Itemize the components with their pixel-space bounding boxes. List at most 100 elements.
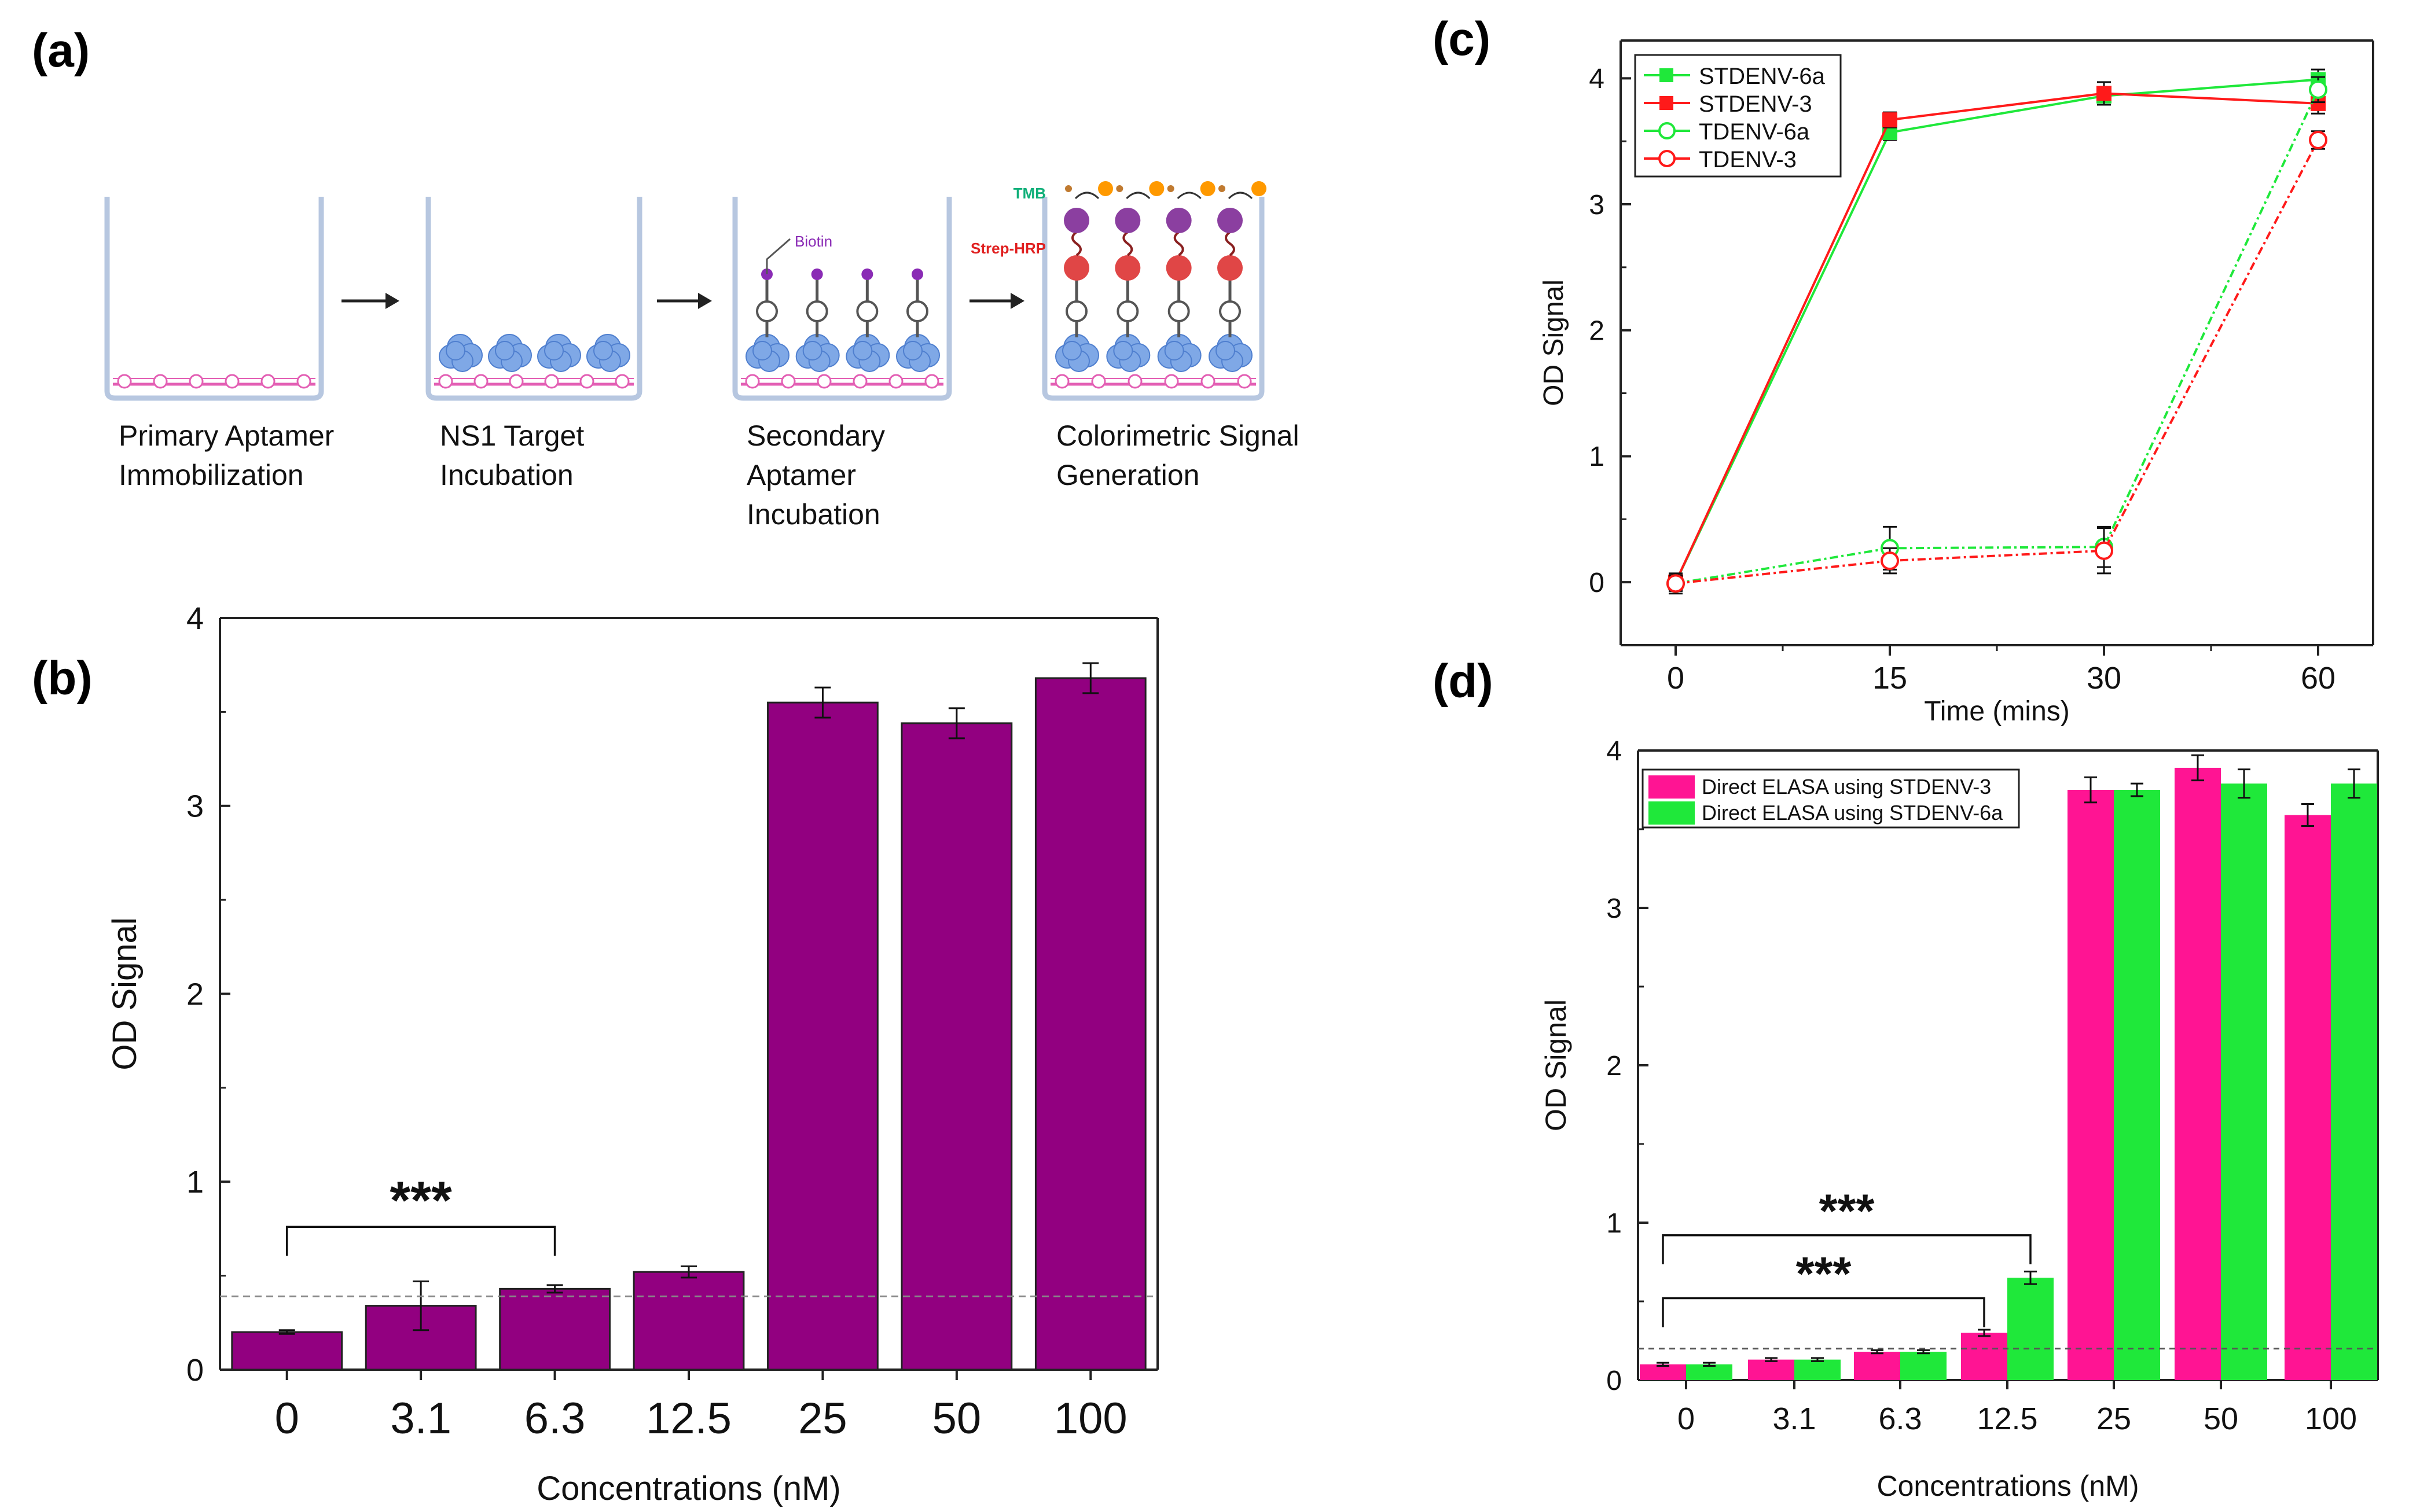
panel-label-d: (d) bbox=[1433, 655, 1493, 708]
b-y-tick-label: 4 bbox=[186, 601, 204, 636]
primary-aptamer-loop bbox=[745, 374, 760, 389]
strep-hrp-enzyme bbox=[1217, 255, 1243, 281]
primary-aptamer-loop bbox=[579, 374, 594, 389]
d-bar-Direct ELASA using STDENV-3-0 bbox=[1640, 1364, 1686, 1380]
oxidized-tmb-star bbox=[1149, 181, 1165, 196]
b-bar-50 bbox=[901, 722, 1013, 1371]
d-x-tick-label-3.1: 3.1 bbox=[1772, 1401, 1816, 1436]
b-y-tick-label: 3 bbox=[186, 789, 204, 824]
ns1-protein-lobe bbox=[593, 341, 613, 360]
primary-aptamer-loop bbox=[1055, 374, 1070, 389]
primary-aptamer-loop bbox=[1164, 374, 1179, 389]
panel-label-c: (c) bbox=[1433, 13, 1490, 65]
oxidized-tmb-star bbox=[1200, 181, 1215, 196]
grouped-bar-chart-d: 0 1 2 3 4 0 3.1 6.3 12.5 25 50 100 *** *** Direct ELAS… bbox=[1540, 736, 2379, 1502]
primary-aptamer-loop bbox=[888, 374, 904, 389]
c-x-axis-title: Time (mins) bbox=[1924, 696, 2070, 727]
tmb-substrate-particle bbox=[1217, 208, 1243, 233]
primary-aptamer-loop bbox=[1200, 374, 1215, 389]
b-x-tick-label-0: 0 bbox=[275, 1394, 299, 1443]
b-y-axis-title: OD Signal bbox=[106, 917, 144, 1070]
d-y-tick-label: 0 bbox=[1606, 1366, 1622, 1396]
primary-aptamer-loop bbox=[1237, 374, 1252, 389]
step-caption-4-line-2: Generation bbox=[1056, 459, 1199, 491]
secondary-aptamer-loop bbox=[1167, 300, 1190, 322]
ns1-target-protein bbox=[846, 334, 890, 372]
biotin-dot bbox=[811, 268, 823, 280]
d-legend-swatch-Direct ELASA using STDENV-6a bbox=[1648, 801, 1695, 825]
b-x-tick-label-100: 100 bbox=[1054, 1394, 1128, 1443]
step-caption-3-line-2: Aptamer bbox=[747, 459, 856, 491]
oxidized-tmb-star bbox=[1098, 181, 1113, 196]
step-caption-1-line-1: Primary Aptamer bbox=[119, 420, 334, 452]
primary-aptamer-loop bbox=[924, 374, 939, 389]
d-x-tick-label-25: 25 bbox=[2096, 1401, 2131, 1436]
c-x-tick-label-15: 15 bbox=[1872, 661, 1907, 696]
primary-aptamer-loop bbox=[189, 374, 204, 389]
c-legend-label-STDENV-6a: STDENV-6a bbox=[1699, 64, 1826, 89]
d-bar-Direct ELASA using STDENV-3-50 bbox=[2175, 767, 2221, 1380]
d-y-tick-label: 3 bbox=[1606, 893, 1622, 924]
strep-hrp-linker bbox=[1225, 231, 1235, 256]
secondary-aptamer-loop bbox=[906, 300, 928, 322]
d-x-tick-label-0: 0 bbox=[1677, 1401, 1695, 1436]
d-x-tick-label-6.3: 6.3 bbox=[1878, 1401, 1922, 1436]
strep-hrp-linker bbox=[1173, 231, 1184, 256]
ns1-target-protein bbox=[537, 334, 581, 372]
c-marker-TDENV-3 bbox=[2309, 130, 2327, 149]
c-series-line-TDENV-3 bbox=[1675, 139, 2319, 585]
tmb-dot bbox=[1116, 185, 1123, 192]
d-y-axis-title: OD Signal bbox=[1540, 999, 1572, 1131]
step-arrow-head bbox=[385, 293, 399, 309]
primary-aptamer-loop bbox=[473, 374, 489, 389]
d-y-tick-label: 1 bbox=[1606, 1208, 1622, 1239]
secondary-aptamer-loop bbox=[856, 300, 879, 322]
step-caption-1-line-2: Immobilization bbox=[119, 459, 304, 491]
biotin-label: Biotin bbox=[795, 233, 832, 250]
d-x-tick-label-100: 100 bbox=[2305, 1401, 2357, 1436]
primary-aptamer-loop bbox=[1091, 374, 1106, 389]
primary-aptamer-loop bbox=[1128, 374, 1143, 389]
bar-chart-b: 0 1 2 3 4 0 3.1 6.3 12.5 25 50 100 *** Concentrations… bbox=[106, 601, 1159, 1507]
ns1-protein-lobe bbox=[1215, 341, 1235, 360]
d-significance-upper-label: *** bbox=[1819, 1185, 1875, 1238]
secondary-aptamer-loop bbox=[1117, 300, 1139, 322]
d-bar-Direct ELASA using STDENV-3-6.3 bbox=[1854, 1352, 1900, 1380]
primary-aptamer-loop bbox=[153, 374, 168, 389]
step-caption-4-line-1: Colorimetric Signal bbox=[1056, 420, 1299, 452]
step-caption-2-line-1: NS1 Target bbox=[440, 420, 584, 452]
d-significance-upper-bracket bbox=[1662, 1234, 2032, 1264]
d-significance-lower-label: *** bbox=[1796, 1248, 1852, 1301]
c-marker-TDENV-3 bbox=[1881, 551, 1899, 571]
step-caption-2-line-2: Incubation bbox=[440, 459, 574, 491]
step-caption-3-line-1: Secondary bbox=[747, 420, 885, 452]
c-series-line-STDENV-3 bbox=[1674, 92, 2319, 583]
b-x-tick-label-12.5: 12.5 bbox=[646, 1394, 732, 1443]
tmb-substrate-particle bbox=[1166, 208, 1192, 233]
ns1-target-protein bbox=[488, 334, 532, 372]
oxidized-tmb-star bbox=[1251, 181, 1266, 196]
primary-aptamer-loop bbox=[260, 374, 276, 389]
c-series-line-STDENV-6a bbox=[1674, 78, 2319, 583]
c-legend-marker-STDENV-3 bbox=[1659, 96, 1673, 110]
c-legend-marker-TDENV-6a bbox=[1658, 122, 1676, 139]
b-bar-0 bbox=[231, 1331, 343, 1371]
schematic-panel-a: Primary Aptamer Immobilization NS1 Target I… bbox=[104, 181, 1299, 531]
tmb-reaction-arrow bbox=[1126, 192, 1151, 200]
strep-hrp-linker bbox=[1122, 231, 1133, 256]
ns1-protein-lobe bbox=[752, 341, 772, 360]
b-x-tick-label-25: 25 bbox=[798, 1394, 847, 1443]
b-x-tick-label-3.1: 3.1 bbox=[390, 1394, 451, 1443]
c-marker-TDENV-3 bbox=[2095, 541, 2113, 560]
ns1-target-protein bbox=[896, 334, 940, 372]
secondary-aptamer-loop bbox=[1219, 300, 1241, 322]
d-bar-Direct ELASA using STDENV-3-12.5 bbox=[1961, 1333, 2007, 1380]
primary-aptamer-loop bbox=[438, 374, 453, 389]
b-y-tick-label: 1 bbox=[186, 1165, 204, 1200]
c-y-axis-title: OD Signal bbox=[1538, 279, 1569, 406]
c-legend-label-STDENV-3: STDENV-3 bbox=[1699, 91, 1812, 117]
c-x-tick-label-30: 30 bbox=[2087, 661, 2121, 696]
tmb-dot bbox=[1167, 185, 1174, 192]
